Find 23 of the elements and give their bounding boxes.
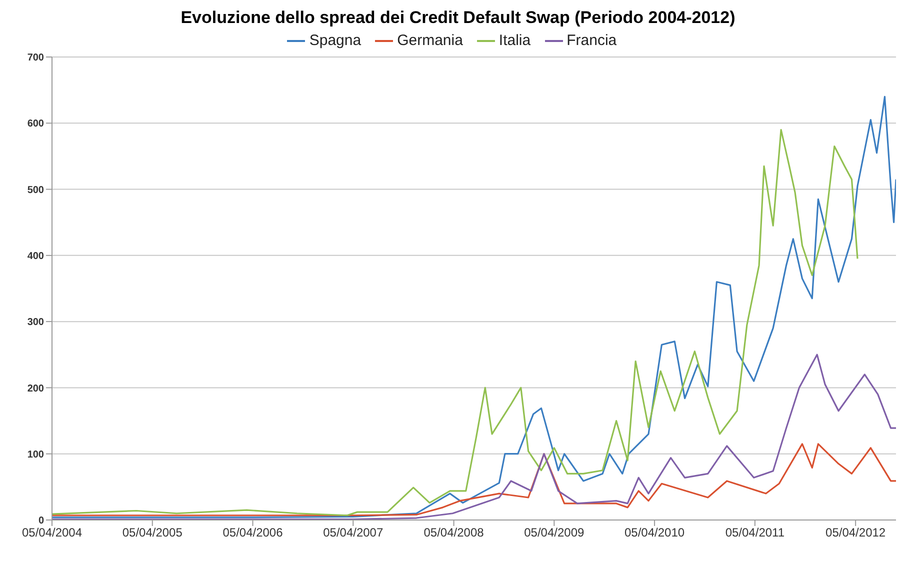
chart-title: Evoluzione dello spread dei Credit Default Swap (Periodo 2004-2012) xyxy=(180,8,736,28)
x-tick-label: 05/04/2010 xyxy=(624,526,685,540)
y-tick-label: 200 xyxy=(27,383,44,394)
x-tick-label: 05/04/2007 xyxy=(323,526,384,540)
legend-label: Germania xyxy=(396,32,463,49)
legend-label: Italia xyxy=(498,32,531,49)
y-tick-label: 0 xyxy=(38,516,44,527)
y-tick-label: 300 xyxy=(27,317,44,328)
x-tick-label: 05/04/2008 xyxy=(424,526,484,540)
y-tick-label: 700 xyxy=(27,52,44,64)
x-tick-label: 05/04/2009 xyxy=(524,526,585,540)
x-tick-label: 05/04/2012 xyxy=(826,526,886,540)
x-tick-label: 05/04/2006 xyxy=(222,526,284,540)
y-tick-label: 500 xyxy=(27,184,44,196)
x-tick-label: 05/04/2011 xyxy=(725,526,785,540)
legend-label: Francia xyxy=(566,32,617,49)
y-tick-label: 600 xyxy=(27,118,44,130)
line-series xyxy=(52,443,896,516)
y-tick-label: 400 xyxy=(27,250,44,262)
x-tick-label: 05/04/2005 xyxy=(122,526,183,540)
legend-label: Spagna xyxy=(308,32,362,49)
x-tick-label: 05/04/2004 xyxy=(22,526,82,540)
y-tick-label: 100 xyxy=(27,449,44,460)
